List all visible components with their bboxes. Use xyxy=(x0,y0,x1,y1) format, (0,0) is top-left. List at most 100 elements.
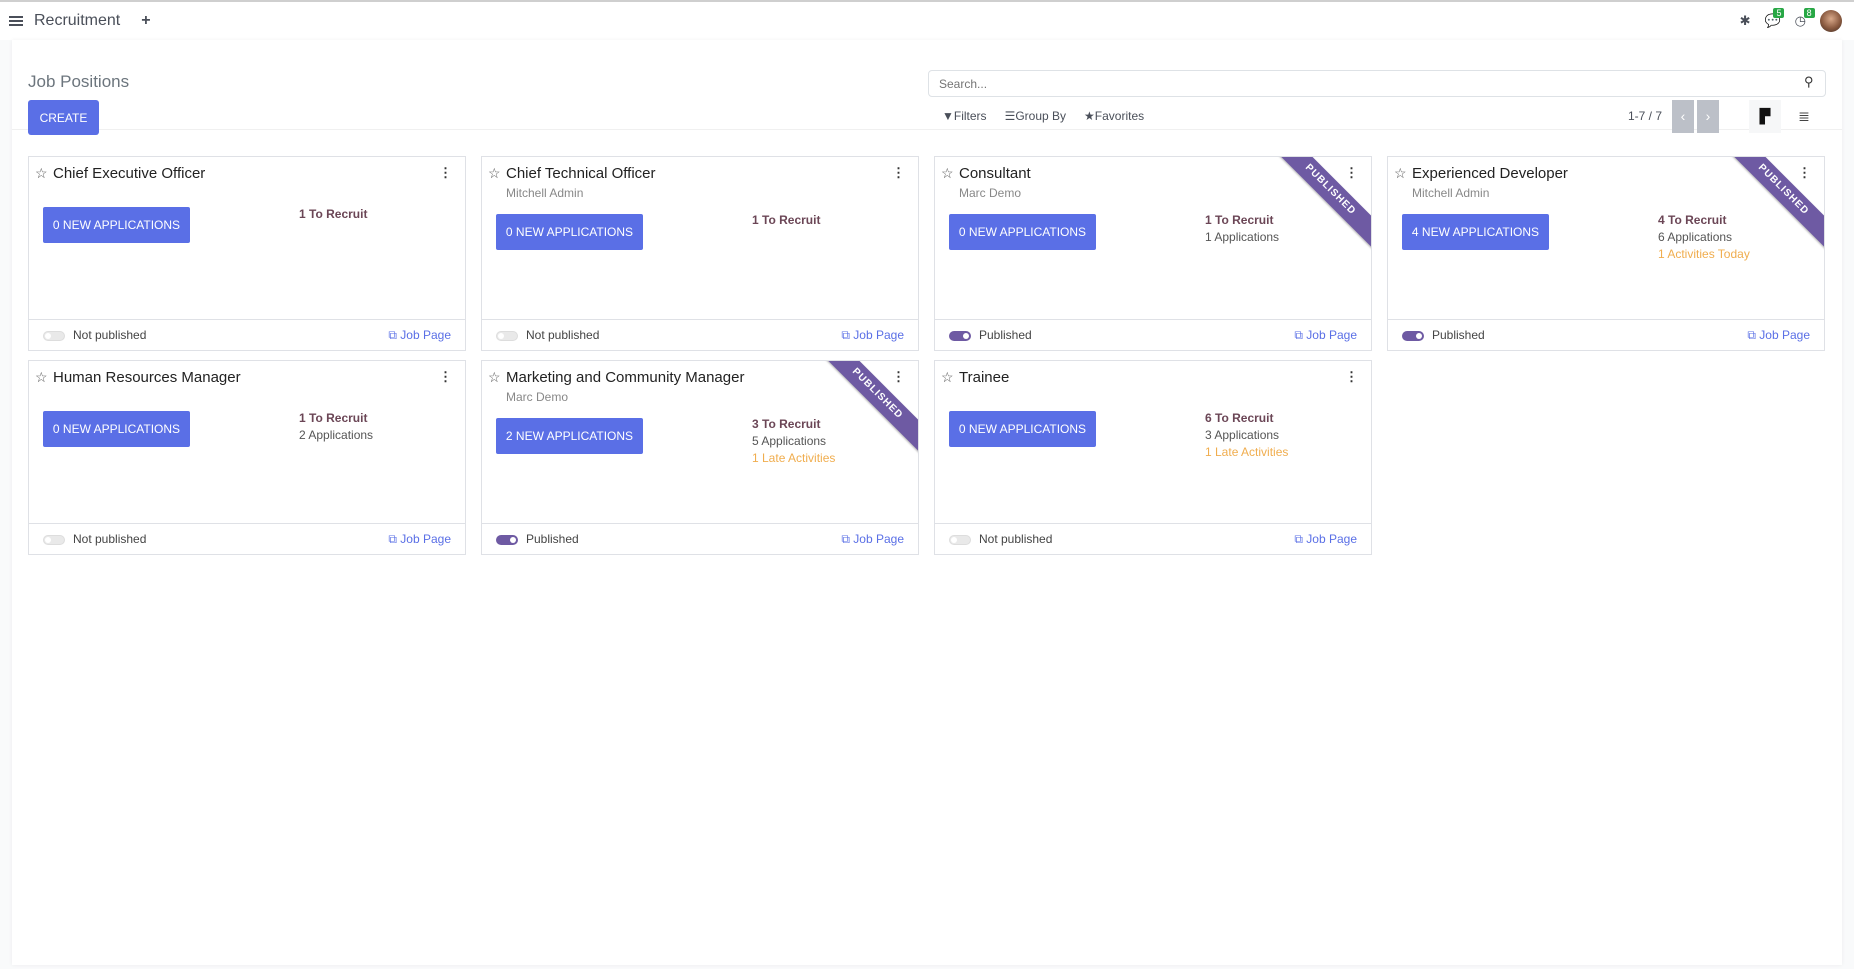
star-icon[interactable]: ☆ xyxy=(1394,165,1407,181)
job-title[interactable]: Marketing and Community Manager xyxy=(506,369,745,386)
new-applications-button[interactable]: 4 NEW APPLICATIONS xyxy=(1402,214,1549,250)
star-icon[interactable]: ☆ xyxy=(488,369,501,385)
star-icon[interactable]: ☆ xyxy=(35,165,48,181)
pager-next-button[interactable]: › xyxy=(1697,100,1719,133)
to-recruit[interactable]: 1 To Recruit xyxy=(299,207,368,221)
applications-count[interactable]: 6 Applications xyxy=(1658,230,1733,244)
job-page-label: Job Page xyxy=(1759,328,1810,342)
activities-link[interactable]: 1 Late Activities xyxy=(1205,445,1289,459)
publish-toggle[interactable] xyxy=(949,331,971,341)
publish-toggle[interactable] xyxy=(496,535,518,545)
group-by-button[interactable]: ☰Group By xyxy=(1005,109,1066,123)
applications-count[interactable]: 1 Applications xyxy=(1205,230,1280,244)
job-title[interactable]: Human Resources Manager xyxy=(53,369,241,386)
new-applications-button[interactable]: 0 NEW APPLICATIONS xyxy=(43,207,190,243)
messages-icon[interactable]: 💬 5 xyxy=(1764,8,1785,29)
publish-status: Not published xyxy=(73,532,147,546)
kebab-menu-icon[interactable]: ⋮ xyxy=(1798,165,1811,180)
applications-count[interactable]: 3 Applications xyxy=(1205,428,1280,442)
job-page-link[interactable]: ⧉ Job Page xyxy=(841,328,904,343)
app-title[interactable]: Recruitment xyxy=(34,12,121,29)
pager-previous-button[interactable]: ‹ xyxy=(1672,100,1694,133)
star-icon[interactable]: ☆ xyxy=(35,369,48,385)
menu-icon[interactable] xyxy=(9,16,23,26)
publish-toggle[interactable] xyxy=(1402,331,1424,341)
job-card[interactable]: ☆ Chief Executive Officer ⋮ 0 NEW APPLIC… xyxy=(28,156,466,351)
job-page-link[interactable]: ⧉ Job Page xyxy=(388,532,451,547)
search-icon[interactable]: ⚲ xyxy=(1804,74,1814,89)
to-recruit[interactable]: 1 To Recruit xyxy=(299,411,368,425)
publish-toggle[interactable] xyxy=(43,535,65,545)
job-card[interactable]: PUBLISHED ☆ Consultant Marc Demo ⋮ 0 NEW… xyxy=(934,156,1372,351)
clock-icon[interactable]: ◷ 8 xyxy=(1795,8,1815,29)
applications-count[interactable]: 5 Applications xyxy=(752,434,827,448)
job-page-link[interactable]: ⧉ Job Page xyxy=(1294,328,1357,343)
avatar[interactable] xyxy=(1820,10,1842,32)
group-by-label: Group By xyxy=(1015,109,1067,123)
external-link-icon: ⧉ xyxy=(388,532,401,546)
search-input[interactable] xyxy=(928,70,1826,97)
kebab-menu-icon[interactable]: ⋮ xyxy=(439,165,452,180)
publish-status: Not published xyxy=(979,532,1053,546)
kebab-menu-icon[interactable]: ⋮ xyxy=(892,369,905,384)
external-link-icon: ⧉ xyxy=(1294,328,1307,342)
job-title[interactable]: Chief Technical Officer xyxy=(506,165,656,182)
publish-toggle[interactable] xyxy=(949,535,971,545)
publish-toggle[interactable] xyxy=(496,331,518,341)
to-recruit[interactable]: 6 To Recruit xyxy=(1205,411,1274,425)
job-card[interactable]: PUBLISHED ☆ Marketing and Community Mana… xyxy=(481,360,919,555)
job-card[interactable]: ☆ Chief Technical Officer Mitchell Admin… xyxy=(481,156,919,351)
publish-status: Published xyxy=(526,532,579,546)
job-page-link[interactable]: ⧉ Job Page xyxy=(1747,328,1810,343)
job-title[interactable]: Chief Executive Officer xyxy=(53,165,206,182)
filters-button[interactable]: ▼Filters xyxy=(942,109,987,123)
to-recruit[interactable]: 3 To Recruit xyxy=(752,417,821,431)
publish-toggle[interactable] xyxy=(43,331,65,341)
new-applications-button[interactable]: 2 NEW APPLICATIONS xyxy=(496,418,643,454)
job-card[interactable]: ☆ Human Resources Manager ⋮ 0 NEW APPLIC… xyxy=(28,360,466,555)
kanban-view-icon[interactable]: ▛ xyxy=(1749,100,1781,133)
kebab-menu-icon[interactable]: ⋮ xyxy=(1345,369,1358,384)
to-recruit[interactable]: 1 To Recruit xyxy=(752,213,821,227)
star-icon[interactable]: ☆ xyxy=(941,369,954,385)
job-responsible: Mitchell Admin xyxy=(506,186,584,200)
pager-value[interactable]: 1-7 / 7 xyxy=(1628,109,1663,123)
star-icon: ★ xyxy=(1084,109,1095,123)
job-page-link[interactable]: ⧉ Job Page xyxy=(388,328,451,343)
job-title[interactable]: Consultant xyxy=(959,165,1031,182)
kebab-menu-icon[interactable]: ⋮ xyxy=(1345,165,1358,180)
kebab-menu-icon[interactable]: ⋮ xyxy=(439,369,452,384)
bug-icon[interactable]: ✱ xyxy=(1739,13,1751,28)
to-recruit[interactable]: 4 To Recruit xyxy=(1658,213,1727,227)
job-card[interactable]: PUBLISHED ☆ Experienced Developer Mitche… xyxy=(1387,156,1825,351)
job-page-label: Job Page xyxy=(400,328,451,342)
job-responsible: Mitchell Admin xyxy=(1412,186,1490,200)
star-icon[interactable]: ☆ xyxy=(488,165,501,181)
new-applications-button[interactable]: 0 NEW APPLICATIONS xyxy=(949,411,1096,447)
activities-link[interactable]: 1 Late Activities xyxy=(752,451,836,465)
job-responsible: Marc Demo xyxy=(506,390,569,404)
to-recruit[interactable]: 1 To Recruit xyxy=(1205,213,1274,227)
new-applications-button[interactable]: 0 NEW APPLICATIONS xyxy=(949,214,1096,250)
external-link-icon: ⧉ xyxy=(841,532,854,546)
new-applications-button[interactable]: 0 NEW APPLICATIONS xyxy=(496,214,643,250)
list-view-icon[interactable]: ≣ xyxy=(1798,108,1810,124)
new-applications-button[interactable]: 0 NEW APPLICATIONS xyxy=(43,411,190,447)
kebab-menu-icon[interactable]: ⋮ xyxy=(892,165,905,180)
external-link-icon: ⧉ xyxy=(1294,532,1307,546)
card-footer: Published ⧉ Job Page xyxy=(1388,319,1824,350)
filters-label: Filters xyxy=(953,109,987,123)
external-link-icon: ⧉ xyxy=(841,328,854,342)
star-icon[interactable]: ☆ xyxy=(941,165,954,181)
plus-icon[interactable]: + xyxy=(141,12,151,29)
job-page-link[interactable]: ⧉ Job Page xyxy=(1294,532,1357,547)
job-title[interactable]: Trainee xyxy=(959,369,1010,386)
job-page-label: Job Page xyxy=(1306,328,1357,342)
create-button[interactable]: CREATE xyxy=(28,100,99,135)
activities-link[interactable]: 1 Activities Today xyxy=(1658,247,1750,261)
job-card[interactable]: ☆ Trainee ⋮ 0 NEW APPLICATIONS 6 To Recr… xyxy=(934,360,1372,555)
applications-count[interactable]: 2 Applications xyxy=(299,428,374,442)
job-title[interactable]: Experienced Developer xyxy=(1412,165,1568,182)
job-page-link[interactable]: ⧉ Job Page xyxy=(841,532,904,547)
favorites-button[interactable]: ★Favorites xyxy=(1084,109,1144,123)
